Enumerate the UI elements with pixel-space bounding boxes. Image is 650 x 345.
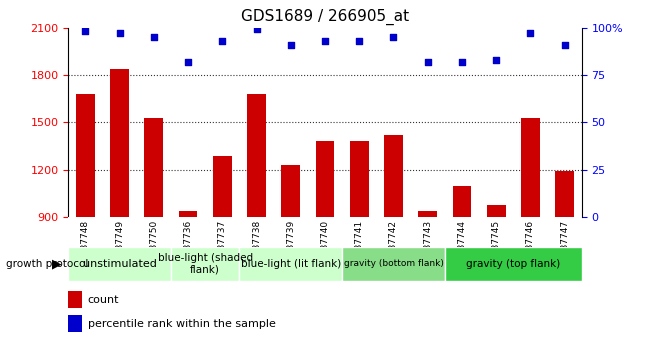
Bar [316,141,334,217]
Text: GSM87739: GSM87739 [286,220,295,269]
Bar [179,211,198,217]
Point [388,34,398,40]
Text: gravity (bottom flank): gravity (bottom flank) [344,259,443,268]
Bar [452,186,471,217]
Text: blue-light (lit flank): blue-light (lit flank) [240,259,341,269]
Bar [445,247,582,281]
Bar [555,171,574,217]
Point [354,38,365,43]
Bar [213,156,231,217]
Point [525,30,536,36]
Point [560,42,570,47]
Text: growth protocol: growth protocol [6,259,89,269]
Bar [419,211,437,217]
Text: GSM87743: GSM87743 [423,220,432,269]
Text: GSM87742: GSM87742 [389,220,398,269]
Point [491,57,501,62]
Text: GSM87744: GSM87744 [458,220,467,269]
Point [422,59,433,65]
Bar [350,141,369,217]
Bar [384,135,403,217]
Point [114,30,125,36]
Bar [247,94,266,217]
Bar [76,94,95,217]
Bar [342,247,445,281]
Point [457,59,467,65]
Bar [68,291,83,308]
Text: GSM87747: GSM87747 [560,220,569,269]
Text: percentile rank within the sample: percentile rank within the sample [88,319,276,329]
Text: GSM87741: GSM87741 [355,220,364,269]
Point [285,42,296,47]
Bar [521,118,540,217]
Bar [239,247,342,281]
Bar [68,247,171,281]
Bar [487,205,506,217]
Text: GSM87748: GSM87748 [81,220,90,269]
Text: GSM87740: GSM87740 [320,220,330,269]
Point [252,27,262,32]
Text: GSM87746: GSM87746 [526,220,535,269]
Text: blue-light (shaded
flank): blue-light (shaded flank) [157,253,253,275]
Title: GDS1689 / 266905_at: GDS1689 / 266905_at [241,9,409,25]
Text: gravity (top flank): gravity (top flank) [466,259,560,269]
Bar [68,315,83,332]
Text: GSM87749: GSM87749 [115,220,124,269]
Text: GSM87745: GSM87745 [491,220,500,269]
Text: GSM87737: GSM87737 [218,220,227,269]
Bar [171,247,239,281]
Text: GSM87750: GSM87750 [150,220,159,269]
Text: GSM87736: GSM87736 [183,220,192,269]
Point [320,38,330,43]
Text: ▶: ▶ [52,257,62,270]
Bar [281,165,300,217]
Text: unstimulated: unstimulated [83,259,157,269]
Bar [111,69,129,217]
Text: count: count [88,295,119,305]
Text: GSM87738: GSM87738 [252,220,261,269]
Bar [144,118,163,217]
Point [183,59,193,65]
Point [149,34,159,40]
Point [80,29,90,34]
Point [217,38,228,43]
